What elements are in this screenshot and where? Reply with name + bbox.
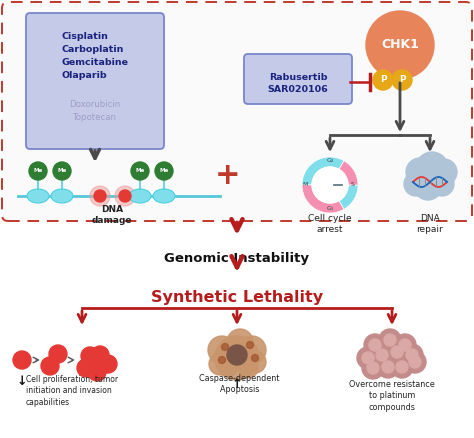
Circle shape [131, 162, 149, 180]
Circle shape [99, 355, 117, 373]
Circle shape [252, 354, 258, 361]
Circle shape [81, 347, 99, 365]
Wedge shape [339, 161, 358, 185]
Circle shape [394, 334, 416, 356]
Circle shape [396, 361, 408, 373]
Ellipse shape [129, 189, 151, 203]
Text: Rabusertib
SAR020106: Rabusertib SAR020106 [268, 73, 328, 95]
Circle shape [366, 11, 434, 79]
Circle shape [41, 357, 59, 375]
Text: CHK1: CHK1 [381, 39, 419, 52]
Circle shape [215, 336, 259, 380]
FancyBboxPatch shape [2, 2, 472, 221]
Circle shape [367, 362, 379, 374]
Wedge shape [339, 185, 358, 209]
Text: P: P [399, 75, 405, 85]
Circle shape [312, 167, 348, 203]
Circle shape [357, 347, 379, 369]
Circle shape [371, 344, 393, 366]
Circle shape [91, 346, 109, 364]
Circle shape [209, 353, 231, 375]
Wedge shape [302, 157, 344, 185]
Circle shape [227, 345, 247, 365]
Circle shape [430, 172, 454, 196]
Circle shape [406, 349, 418, 361]
Text: +: + [215, 160, 241, 190]
Circle shape [238, 358, 258, 378]
Circle shape [115, 186, 135, 206]
Circle shape [399, 339, 411, 351]
Circle shape [391, 356, 413, 378]
Text: Cell cycle
arrest: Cell cycle arrest [308, 214, 352, 234]
Text: M: M [302, 183, 308, 187]
Circle shape [119, 190, 131, 202]
Circle shape [49, 345, 67, 363]
Text: Doxorubicin
Topotecan: Doxorubicin Topotecan [69, 100, 120, 121]
FancyBboxPatch shape [26, 13, 164, 149]
Circle shape [13, 351, 31, 369]
Text: Cell proliferation, tumor
initiation and invasion
capabilities: Cell proliferation, tumor initiation and… [26, 375, 118, 407]
Text: S: S [351, 183, 355, 187]
Circle shape [431, 159, 457, 185]
Circle shape [77, 359, 95, 377]
Circle shape [90, 186, 110, 206]
Text: Synthetic Lethality: Synthetic Lethality [151, 290, 323, 305]
Ellipse shape [27, 189, 49, 203]
Text: G₂: G₂ [326, 159, 334, 163]
Text: Me: Me [57, 169, 67, 173]
Text: Cisplatin
Carboplatin
Gemcitabine
Olaparib: Cisplatin Carboplatin Gemcitabine Olapar… [62, 32, 128, 80]
Text: G₁: G₁ [326, 206, 334, 212]
FancyBboxPatch shape [244, 54, 352, 104]
Text: Me: Me [159, 169, 169, 173]
Circle shape [404, 351, 426, 373]
Text: DNA
damage: DNA damage [92, 205, 132, 225]
Circle shape [362, 352, 374, 364]
Circle shape [382, 361, 394, 373]
Circle shape [94, 190, 106, 202]
Circle shape [88, 363, 106, 381]
Circle shape [414, 172, 442, 200]
Circle shape [53, 162, 71, 180]
Circle shape [404, 172, 428, 196]
Circle shape [246, 342, 254, 349]
Circle shape [392, 70, 412, 90]
Circle shape [386, 341, 408, 363]
Circle shape [373, 70, 393, 90]
Text: ↑: ↑ [232, 378, 242, 391]
Text: Me: Me [136, 169, 145, 173]
Circle shape [208, 336, 236, 364]
Ellipse shape [51, 189, 73, 203]
Circle shape [379, 329, 401, 351]
Text: Me: Me [33, 169, 43, 173]
Circle shape [244, 351, 266, 373]
Circle shape [409, 356, 421, 368]
Circle shape [362, 357, 384, 379]
Wedge shape [302, 185, 344, 213]
Circle shape [238, 336, 266, 364]
Circle shape [416, 152, 448, 184]
Text: ↓: ↓ [17, 375, 27, 388]
Circle shape [391, 346, 403, 358]
Text: Overcome resistance
to platinum
compounds: Overcome resistance to platinum compound… [349, 380, 435, 412]
Text: DNA
repair: DNA repair [417, 214, 443, 234]
Circle shape [219, 357, 226, 364]
Circle shape [364, 334, 386, 356]
Circle shape [227, 329, 253, 355]
Circle shape [369, 339, 381, 351]
Circle shape [401, 344, 423, 366]
Text: Genomic Instability: Genomic Instability [164, 252, 310, 265]
Circle shape [384, 334, 396, 346]
Circle shape [377, 356, 399, 378]
Text: Caspase-dependent
  Apoptosis: Caspase-dependent Apoptosis [194, 374, 280, 395]
Circle shape [219, 359, 237, 377]
Circle shape [406, 158, 434, 186]
Circle shape [155, 162, 173, 180]
Ellipse shape [153, 189, 175, 203]
Text: P: P [380, 75, 386, 85]
Circle shape [221, 343, 228, 350]
Circle shape [29, 162, 47, 180]
Circle shape [376, 349, 388, 361]
